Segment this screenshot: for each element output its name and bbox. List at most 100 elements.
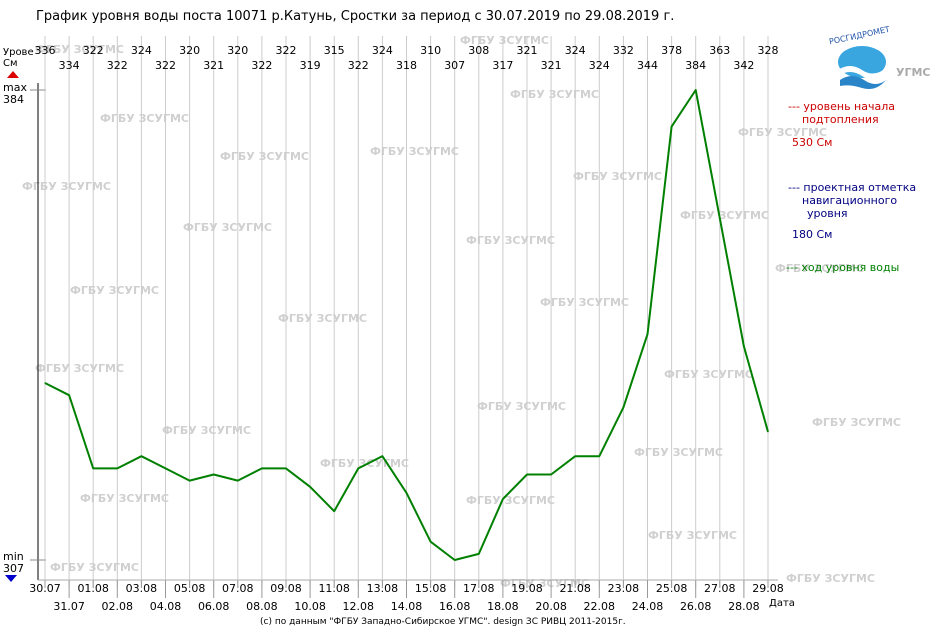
watermark-text: ФГБУ ЗСУГМС bbox=[634, 446, 723, 459]
logo-wave-icon bbox=[838, 66, 886, 80]
data-point bbox=[406, 492, 407, 494]
x-tick-labels: 30.07 31.07 01.08 02.08 03.08 04.08 05.08 06.08… bbox=[29, 582, 784, 613]
top-value-label: 322 bbox=[107, 59, 128, 72]
x-tick-label: 09.08 bbox=[270, 582, 302, 595]
top-value-label: 344 bbox=[637, 59, 658, 72]
watermark-text: ФГБУ ЗСУГМС bbox=[162, 424, 251, 437]
data-point bbox=[261, 467, 263, 469]
watermark-text: ФГБУ ЗСУГМС bbox=[680, 209, 769, 222]
top-value-label: 307 bbox=[444, 59, 465, 72]
data-point bbox=[333, 510, 335, 512]
x-tick-label: 30.07 bbox=[29, 582, 61, 595]
watermark-text: ФГБУ ЗСУГМС bbox=[370, 145, 459, 158]
data-point bbox=[381, 455, 383, 457]
top-value-label: 321 bbox=[517, 44, 538, 57]
top-value-label: 317 bbox=[492, 59, 513, 72]
x-axis-label: Дата bbox=[769, 598, 795, 609]
data-point bbox=[719, 217, 721, 219]
data-point bbox=[454, 559, 456, 561]
top-value-label: 320 bbox=[227, 44, 248, 57]
x-tick-label: 08.08 bbox=[246, 600, 278, 613]
data-point bbox=[309, 486, 311, 488]
x-tick-label: 14.08 bbox=[391, 600, 423, 613]
watermark-text: ФГБУ ЗСУГМС bbox=[573, 170, 662, 183]
data-point bbox=[68, 394, 70, 396]
data-point bbox=[189, 480, 191, 482]
watermark-text: ФГБУ ЗСУГМС bbox=[775, 262, 864, 275]
data-point bbox=[430, 541, 432, 543]
x-tick-label: 01.08 bbox=[77, 582, 109, 595]
top-value-label: 310 bbox=[420, 44, 441, 57]
data-point bbox=[574, 455, 576, 457]
top-value-label: 322 bbox=[276, 44, 297, 57]
watermark-text: ФГБУ ЗСУГМС bbox=[540, 296, 629, 309]
legend-nav-value: 180 См bbox=[792, 228, 833, 241]
top-value-label: 321 bbox=[541, 59, 562, 72]
data-point bbox=[598, 455, 600, 457]
top-value-label: 378 bbox=[661, 44, 682, 57]
data-point bbox=[550, 474, 552, 476]
legend-level-label: --- ход уровня воды bbox=[786, 261, 900, 274]
top-value-label: 318 bbox=[396, 59, 417, 72]
legend-flood-value: 530 См bbox=[792, 136, 833, 149]
watermark-text: ФГБУ ЗСУГМС bbox=[648, 529, 737, 542]
top-value-label: 321 bbox=[203, 59, 224, 72]
watermark-text: ФГБУ ЗСУГМС bbox=[320, 457, 409, 470]
min-value: 307 bbox=[3, 562, 24, 575]
x-tick-label: 10.08 bbox=[294, 600, 326, 613]
top-value-label: 322 bbox=[251, 59, 272, 72]
watermark-text: ФГБУ ЗСУГМС bbox=[477, 400, 566, 413]
watermark-text: ФГБУ ЗСУГМС bbox=[466, 234, 555, 247]
x-tick-label: 25.08 bbox=[656, 582, 688, 595]
x-tick-label: 05.08 bbox=[174, 582, 206, 595]
watermarks: ФГБУ ЗСУГМС ФГБУ ЗСУГМС ФГБУ ЗСУГМС ФГБУ ЗС… bbox=[22, 34, 901, 590]
max-label: max bbox=[3, 81, 27, 94]
data-point bbox=[647, 333, 648, 335]
min-label: min bbox=[3, 550, 24, 563]
max-value: 384 bbox=[3, 93, 24, 106]
legend-flood-label-1: --- уровень начала bbox=[788, 100, 895, 113]
watermark-text: ФГБУ ЗСУГМС bbox=[35, 362, 124, 375]
x-tick-label: 23.08 bbox=[608, 582, 640, 595]
top-value-label: 308 bbox=[468, 44, 489, 57]
watermark-text: ФГБУ ЗСУГМС bbox=[35, 43, 124, 56]
top-value-label: 320 bbox=[179, 44, 200, 57]
x-tick-label: 24.08 bbox=[632, 600, 664, 613]
watermark-text: ФГБУ ЗСУГМС bbox=[510, 88, 599, 101]
series-water-level bbox=[44, 89, 769, 561]
watermark-text: ФГБУ ЗСУГМС bbox=[812, 416, 901, 429]
x-tick-label: 02.08 bbox=[102, 600, 134, 613]
legend-nav-label-1: --- проектная отметка bbox=[788, 181, 917, 194]
x-tick-label: 07.08 bbox=[222, 582, 254, 595]
watermark-text: ФГБУ ЗСУГМС bbox=[80, 492, 169, 505]
x-tick-label: 04.08 bbox=[150, 600, 182, 613]
down-arrow-icon bbox=[5, 575, 17, 582]
legend-navigation: --- проектная отметка навигационного уро… bbox=[784, 181, 916, 241]
legend-flood: --- уровень начала подтопления 530 См bbox=[784, 100, 895, 149]
x-tick-label: 19.08 bbox=[511, 582, 543, 595]
watermark-text: ФГБУ ЗСУГМС bbox=[278, 312, 367, 325]
watermark-text: ФГБУ ЗСУГМС bbox=[466, 494, 555, 507]
x-tick-label: 03.08 bbox=[126, 582, 158, 595]
top-value-label: 315 bbox=[324, 44, 345, 57]
data-point bbox=[767, 431, 769, 433]
data-point bbox=[140, 455, 142, 457]
top-value-label: 324 bbox=[131, 44, 152, 57]
top-value-label: 322 bbox=[348, 59, 369, 72]
x-tick-label: 06.08 bbox=[198, 600, 230, 613]
top-value-label: 322 bbox=[83, 44, 104, 57]
top-value-label: 328 bbox=[758, 44, 779, 57]
legend-flood-label-2: подтопления bbox=[802, 113, 879, 126]
x-tick-label: 29.08 bbox=[752, 582, 784, 595]
top-value-label: 322 bbox=[155, 59, 176, 72]
x-tick-label: 31.07 bbox=[53, 600, 85, 613]
top-value-label: 334 bbox=[59, 59, 80, 72]
watermark-text: ФГБУ ЗСУГМС bbox=[70, 284, 159, 297]
top-value-label: 324 bbox=[589, 59, 610, 72]
data-point bbox=[165, 467, 166, 469]
data-point bbox=[44, 382, 46, 384]
top-value-label: 324 bbox=[565, 44, 586, 57]
data-point bbox=[671, 126, 673, 128]
x-tick-label: 16.08 bbox=[439, 600, 471, 613]
